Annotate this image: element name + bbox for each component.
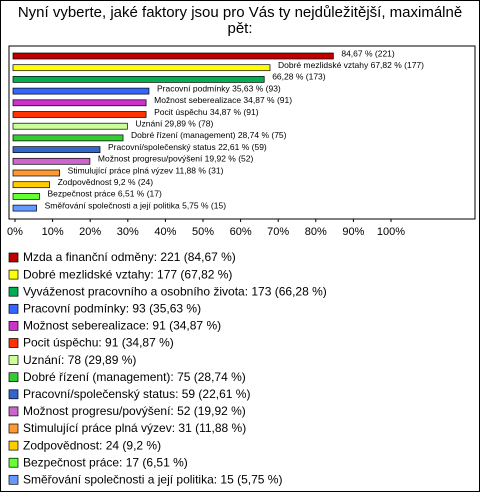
legend-label: Možnost progresu/povýšení: 52 (19,92 %) xyxy=(23,404,246,418)
legend-label: Stimulující práce plná výzev: 31 (11,88 … xyxy=(23,421,246,435)
legend-label: Uznání: 78 (29,89 %) xyxy=(23,353,136,367)
value-label: Pracovní/společenský status 22,61 % (59) xyxy=(108,142,267,152)
x-tick-label: 40% xyxy=(154,226,176,238)
value-label: 84,67 % (221) xyxy=(341,48,395,58)
plot-frame xyxy=(8,45,476,220)
legend-label: Bezpečnost práce: 17 (6,51 %) xyxy=(23,455,188,469)
legend-swatch xyxy=(8,338,19,348)
legend-label: Pocit úspěchu: 91 (34,87 %) xyxy=(23,336,174,350)
legend-swatch xyxy=(8,474,19,485)
legend-swatch xyxy=(8,423,19,434)
bar xyxy=(12,87,150,95)
value-label: Stimulující práce plná výzev 11,88 % (31… xyxy=(68,165,224,175)
bar xyxy=(12,99,147,107)
x-tick-label: 20% xyxy=(79,226,101,238)
bar xyxy=(12,64,271,72)
legend-label: Pracovní/společenský status: 59 (22,61 %… xyxy=(23,387,250,401)
legend-swatch xyxy=(8,355,19,365)
value-label: Možnost seberealizace 34,87 % (91) xyxy=(154,95,292,105)
legend-swatch xyxy=(8,303,19,314)
value-label: Uznání 29,89 % (78) xyxy=(135,118,213,128)
x-tick-label: 70% xyxy=(267,226,289,238)
x-tick-label: 100% xyxy=(377,226,405,238)
legend-swatch xyxy=(8,440,19,451)
bar xyxy=(12,134,124,142)
bar xyxy=(12,76,265,83)
legend-label: Vyváženost pracovního a osobního života:… xyxy=(23,284,327,298)
legend-label: Dobré mezlidské vztahy: 177 (67,82 %) xyxy=(23,267,232,281)
legend-label: Pracovní podmínky: 93 (35,63 %) xyxy=(23,301,201,315)
legend-label: Směřování společnosti a její politika: 1… xyxy=(23,472,282,486)
bar xyxy=(12,146,101,153)
bar xyxy=(12,169,61,177)
bar xyxy=(12,111,147,118)
legend-swatch xyxy=(8,372,19,383)
x-tick-label: 60% xyxy=(230,226,252,238)
value-label: Dobré řízení (management) 28,74 % (75) xyxy=(131,130,287,140)
value-label: Pracovní podmínky 35,63 % (93) xyxy=(157,83,281,93)
bar xyxy=(12,122,128,130)
value-label: 66,28 % (173) xyxy=(272,72,326,82)
value-label: Možnost progresu/povýšení 19,92 % (52) xyxy=(98,154,254,164)
x-tick-label: 10% xyxy=(42,226,64,238)
bar xyxy=(12,193,40,200)
bar xyxy=(12,181,50,189)
legend-label: Dobré řízení (management): 75 (28,74 %) xyxy=(23,370,246,384)
legend-label: Možnost seberealizace: 91 (34,87 %) xyxy=(23,319,221,333)
x-tick-label: 90% xyxy=(342,226,364,238)
bar xyxy=(12,204,37,212)
legend-swatch xyxy=(8,321,19,331)
legend-swatch xyxy=(8,389,19,400)
value-label: Bezpečnost práce 6,51 % (17) xyxy=(47,189,162,199)
legend-swatch xyxy=(8,252,19,263)
value-label: Dobré mezlidské vztahy 67,82 % (177) xyxy=(278,60,424,70)
x-tick-label: 0% xyxy=(7,226,23,238)
x-tick-label: 80% xyxy=(305,226,327,238)
x-tick-label: 50% xyxy=(192,226,214,238)
legend-swatch xyxy=(8,457,19,468)
value-label: Pocit úspěchu 34,87 % (91) xyxy=(154,107,259,117)
legend-swatch xyxy=(8,269,19,280)
x-tick-label: 30% xyxy=(117,226,139,238)
legend-label: Zodpovědnost: 24 (9,2 %) xyxy=(23,438,161,452)
bar xyxy=(12,52,334,60)
bar xyxy=(12,157,91,165)
chart-title: Nyní vyberte, jaké faktory jsou pro Vás … xyxy=(17,4,463,37)
value-label: Směřování společnosti a její politika 5,… xyxy=(45,200,227,210)
legend-swatch xyxy=(8,286,19,297)
value-label: Zodpovědnost 9,2 % (24) xyxy=(58,177,154,187)
legend-label: Mzda a finanční odměny: 221 (84,67 %) xyxy=(23,250,236,264)
legend-swatch xyxy=(8,406,19,417)
